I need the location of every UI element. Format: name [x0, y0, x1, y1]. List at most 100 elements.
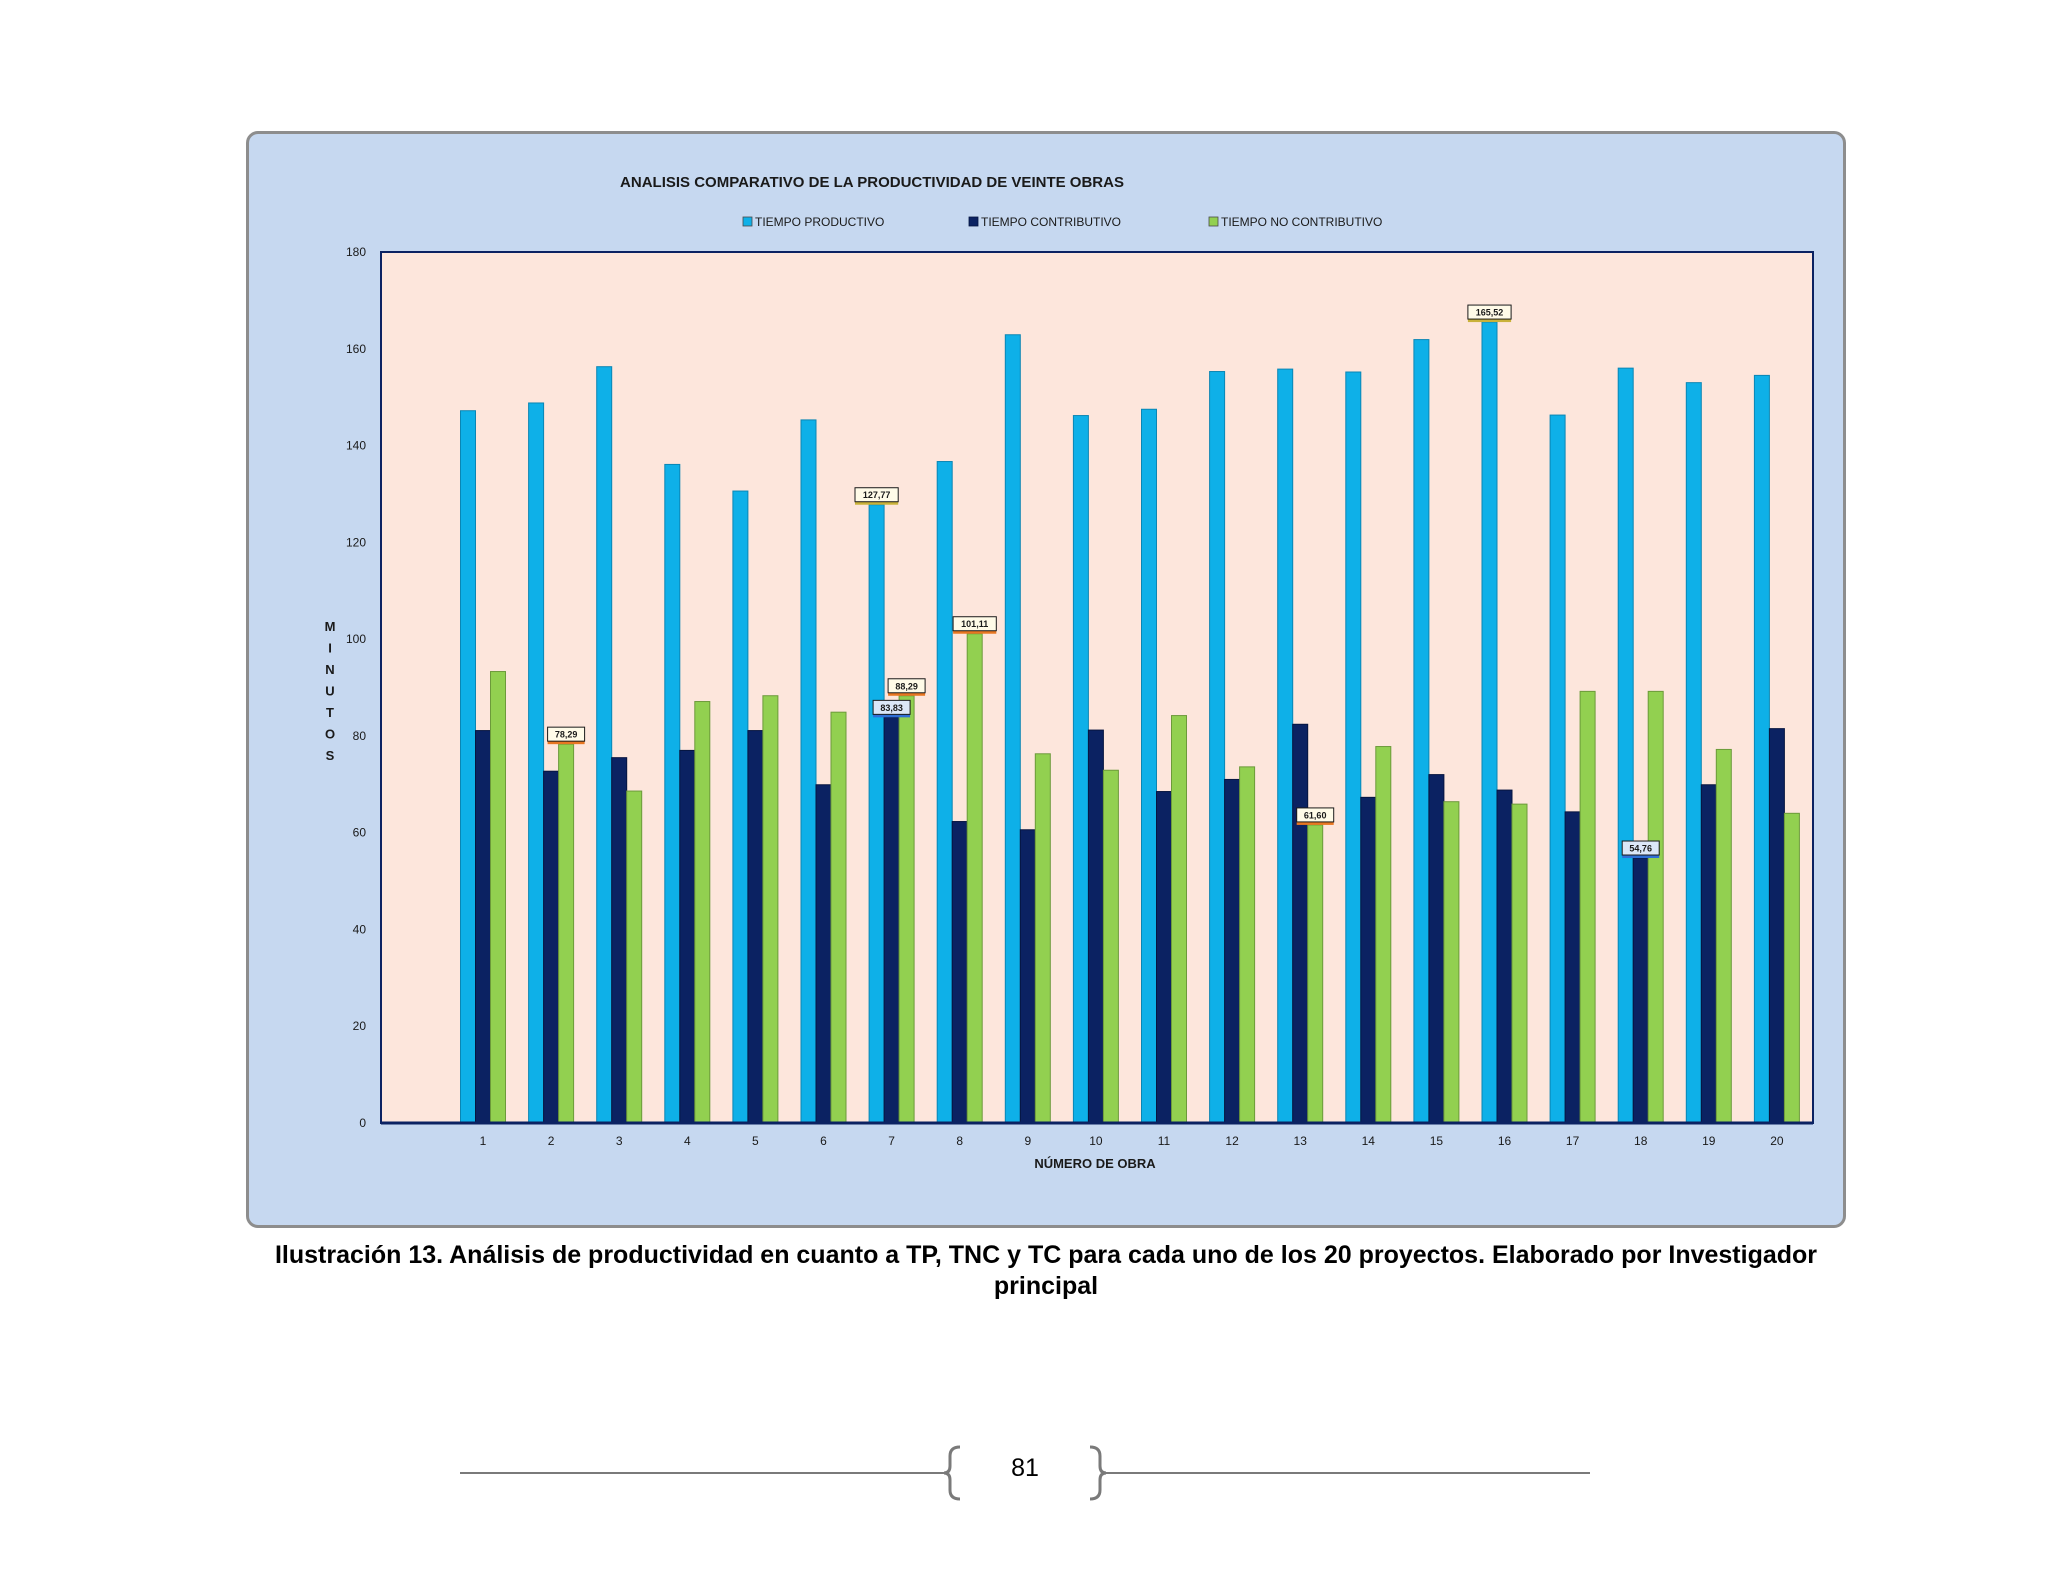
data-label-box [952, 616, 997, 632]
bar-productivo-17 [1549, 414, 1566, 1124]
bar-productivo-7 [868, 504, 885, 1124]
bar-productivo-18 [1617, 367, 1634, 1124]
x-tick-label: 5 [752, 1134, 759, 1148]
bar-productivo-19 [1685, 382, 1702, 1124]
data-label-marker [547, 741, 585, 745]
x-tick-label: 6 [820, 1134, 827, 1148]
bar-productivo-9 [1004, 334, 1021, 1124]
data-label-marker [1622, 855, 1660, 859]
y-axis-label-letter: U [325, 684, 334, 699]
footer-rule-right [1106, 1472, 1590, 1474]
page-footer: 81 [460, 1440, 1590, 1504]
legend-entry: TIEMPO NO CONTRIBUTIVO [1221, 215, 1382, 229]
bar-no-contributivo-4 [694, 701, 711, 1124]
bar-productivo-5 [732, 490, 749, 1124]
y-axis-label-letter: S [326, 748, 335, 763]
data-label-marker [855, 501, 899, 505]
data-label-text: 61,60 [1304, 810, 1327, 820]
y-tick-label: 180 [346, 245, 366, 259]
bar-productivo-3 [596, 366, 613, 1124]
data-label-text: 83,83 [880, 703, 903, 713]
x-tick-label: 18 [1634, 1134, 1648, 1148]
x-tick-label: 13 [1294, 1134, 1308, 1148]
bar-contributivo-1 [475, 730, 491, 1124]
data-label-box [1467, 304, 1512, 320]
y-tick-label: 40 [353, 922, 367, 936]
bar-no-contributivo-5 [762, 695, 779, 1124]
data-label-text: 165,52 [1476, 308, 1504, 318]
legend-swatch [1208, 216, 1219, 227]
data-label-text: 78,29 [555, 730, 578, 740]
bar-no-contributivo-15 [1443, 801, 1460, 1124]
bar-no-contributivo-14 [1375, 746, 1392, 1124]
x-axis-label: NÚMERO DE OBRA [1034, 1156, 1156, 1171]
data-label-text: 101,11 [961, 619, 988, 629]
data-label-box [1296, 807, 1335, 823]
data-label-marker [1467, 319, 1512, 323]
y-tick-label: 60 [353, 826, 367, 840]
y-tick-label: 140 [346, 439, 366, 453]
bar-no-contributivo-6 [830, 711, 847, 1124]
x-tick-label: 4 [684, 1134, 691, 1148]
y-tick-label: 20 [353, 1019, 367, 1033]
bar-no-contributivo-2 [558, 743, 575, 1124]
data-label-box [1621, 840, 1660, 856]
bar-contributivo-10 [1087, 729, 1104, 1124]
x-tick-label: 16 [1498, 1134, 1512, 1148]
legend-swatch [968, 216, 979, 227]
x-tick-label: 17 [1566, 1134, 1580, 1148]
bar-productivo-11 [1141, 408, 1157, 1124]
bar-contributivo-11 [1156, 791, 1172, 1124]
data-label-box [872, 699, 911, 715]
bar-productivo-16 [1481, 321, 1498, 1124]
figure-caption: Ilustración 13. Análisis de productivida… [274, 1241, 1818, 1300]
bar-no-contributivo-1 [490, 671, 506, 1124]
bar-no-contributivo-9 [1034, 753, 1051, 1124]
bar-productivo-15 [1413, 339, 1430, 1124]
chart-frame: ANALISIS COMPARATIVO DE LA PRODUCTIVIDAD… [246, 131, 1846, 1228]
x-tick-label: 15 [1430, 1134, 1444, 1148]
data-labels: 127,77 165,52 83,83 54,76 78,29 88,29 101,11 61… [547, 304, 1660, 859]
data-label-marker [953, 630, 997, 634]
bar-contributivo-9 [1019, 829, 1036, 1124]
bar-no-contributivo-17 [1579, 690, 1596, 1124]
bar-contributivo-5 [747, 730, 764, 1124]
bar-contributivo-16 [1496, 789, 1513, 1124]
y-tick-label: 120 [346, 535, 366, 549]
bar-chart: ANALISIS COMPARATIVO DE LA PRODUCTIVIDAD… [325, 174, 1814, 1171]
bar-no-contributivo-13 [1307, 824, 1324, 1124]
y-axis-label-letter: O [325, 727, 335, 742]
bar-productivo-6 [800, 419, 817, 1124]
bar-contributivo-6 [815, 784, 832, 1124]
bar-contributivo-20 [1768, 728, 1785, 1124]
bar-contributivo-7 [883, 716, 900, 1124]
y-tick-label: 0 [359, 1116, 366, 1130]
data-label-marker [873, 714, 911, 718]
x-tick-label: 8 [956, 1134, 963, 1148]
bar-contributivo-18 [1632, 857, 1649, 1124]
x-tick-label: 7 [888, 1134, 895, 1148]
bar-contributivo-8 [951, 821, 968, 1124]
bar-no-contributivo-10 [1102, 769, 1119, 1124]
chart-legend: TIEMPO PRODUCTIVO TIEMPO CONTRIBUTIVO TIEM… [742, 215, 1382, 229]
data-label-text: 54,76 [1629, 844, 1652, 854]
bar-productivo-20 [1753, 374, 1770, 1124]
data-label-text: 127,77 [863, 490, 891, 500]
data-label-text: 88,29 [895, 681, 918, 691]
bar-contributivo-15 [1428, 774, 1445, 1124]
bar-productivo-13 [1277, 368, 1294, 1124]
left-brace-icon [943, 1445, 961, 1501]
chart-title: ANALISIS COMPARATIVO DE LA PRODUCTIVIDAD… [620, 174, 1124, 191]
bar-contributivo-2 [543, 770, 560, 1124]
bar-contributivo-13 [1292, 723, 1309, 1124]
data-label-box [854, 487, 899, 503]
y-axis-ticks: 0 20 40 60 80 100 120 140 160 180 [346, 245, 366, 1130]
data-label-marker [1296, 821, 1334, 825]
bar-productivo-1 [460, 410, 476, 1124]
bar-productivo-10 [1072, 415, 1089, 1124]
y-tick-label: 160 [346, 342, 366, 356]
bar-contributivo-3 [611, 757, 628, 1124]
data-label-box [547, 726, 586, 742]
